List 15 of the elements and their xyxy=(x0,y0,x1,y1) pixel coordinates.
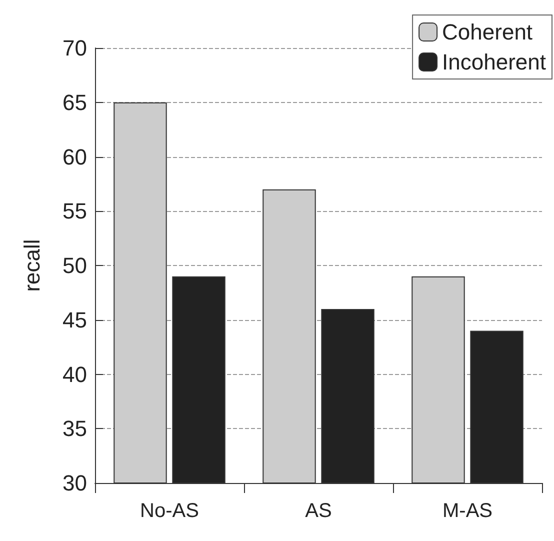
x-tick-label: M-AS xyxy=(442,500,492,522)
y-tick-label: 55 xyxy=(62,198,87,224)
y-tick-label: 65 xyxy=(62,90,87,115)
legend-label: Coherent xyxy=(442,20,533,44)
y-tick-label: 35 xyxy=(62,416,87,442)
y-tick-label: 50 xyxy=(62,253,87,278)
y-axis-title: recall xyxy=(20,239,44,292)
y-tick-label: 30 xyxy=(62,470,87,496)
y-tick-label: 70 xyxy=(62,36,87,60)
x-tick-label: AS xyxy=(305,500,332,522)
x-tick-label: No-AS xyxy=(140,500,199,522)
y-tick-label: 45 xyxy=(62,307,87,332)
y-tick-label: 40 xyxy=(62,362,87,387)
legend-label: Incoherent xyxy=(442,50,546,74)
y-tick-label: 60 xyxy=(62,144,87,170)
